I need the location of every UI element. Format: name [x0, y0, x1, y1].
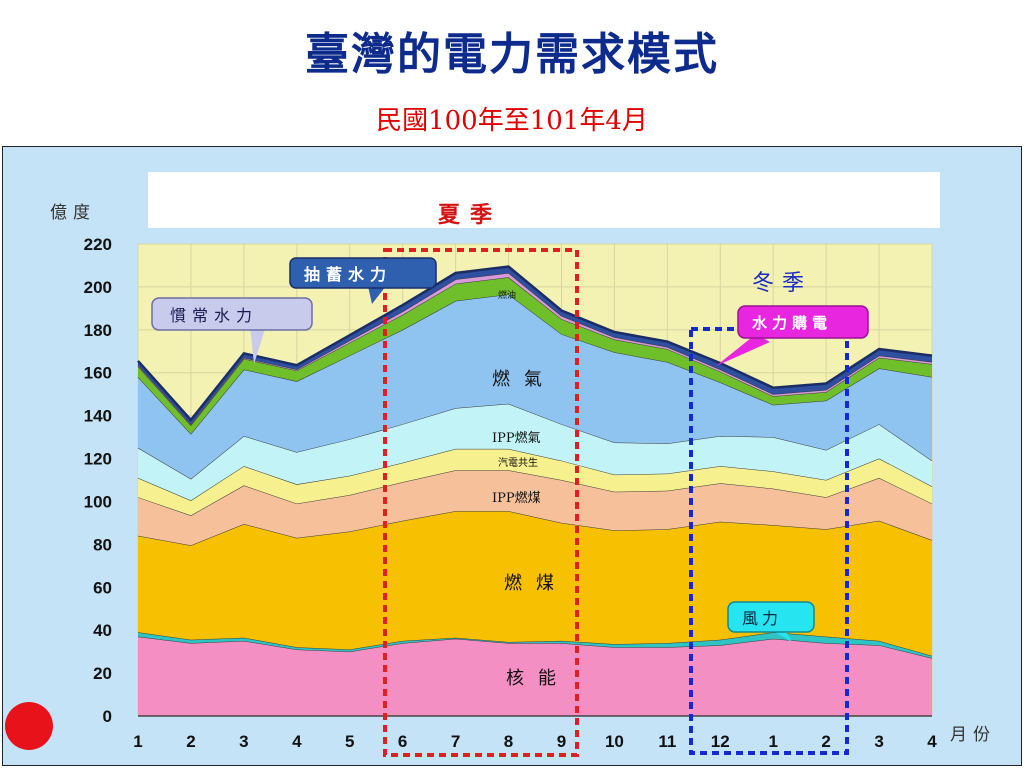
- x-tick-label: 8: [504, 732, 513, 751]
- callout-hydro-purchase: [716, 305, 869, 366]
- y-tick-label: 40: [93, 621, 112, 640]
- x-tick-label: 10: [605, 732, 624, 751]
- callout-label-conventional-hydro: 慣常水力: [170, 306, 258, 325]
- label-nuclear: 核能: [506, 668, 570, 689]
- y-tick-label: 160: [84, 364, 112, 383]
- x-tick-label: 5: [345, 732, 354, 751]
- label-cogeneration: 汽電共生: [498, 456, 538, 469]
- x-tick-label: 3: [874, 732, 883, 751]
- x-tick-label: 4: [292, 732, 302, 751]
- x-tick-label: 9: [557, 732, 566, 751]
- callout-pumped-hydro: [289, 257, 437, 304]
- y-tick-label: 180: [84, 321, 112, 340]
- summer-highlight-box: [383, 248, 579, 757]
- x-axis-title: 月份: [950, 725, 996, 745]
- red-dot-marker: [5, 702, 53, 750]
- area-series-4: [138, 448, 932, 516]
- y-tick-label: 20: [93, 664, 112, 683]
- callout-wind: [727, 601, 815, 642]
- winter-label: 冬季: [752, 271, 812, 296]
- x-tick-label: 2: [821, 732, 830, 751]
- chart-header-band: [148, 172, 940, 228]
- callout-label-hydro-purchase: 水力購電: [752, 314, 832, 332]
- y-tick-label: 120: [84, 450, 112, 469]
- series-line-9: [137, 265, 933, 422]
- x-tick-label: 6: [398, 732, 407, 751]
- callout-label-wind: 風力: [742, 609, 782, 628]
- summer-label: 夏季: [438, 202, 502, 228]
- x-tick-label: 11: [658, 732, 676, 751]
- x-tick-label: 12: [711, 732, 730, 751]
- y-tick-label: 220: [84, 235, 112, 254]
- x-tick-label: 2: [186, 732, 195, 751]
- x-tick-label: 3: [239, 732, 248, 751]
- label-oil: 燃油: [498, 289, 516, 301]
- y-tick-label: 80: [93, 535, 112, 554]
- label-ipp-gas: IPP燃氣: [492, 430, 541, 446]
- y-tick-label: 100: [84, 492, 112, 511]
- y-tick-label: 200: [84, 278, 112, 297]
- x-tick-label: 7: [451, 732, 460, 751]
- callout-conventional-hydro: [151, 297, 313, 364]
- series-line-7: [137, 276, 933, 427]
- callout-label-pumped-hydro: 抽蓄水力: [304, 265, 392, 284]
- area-series-6: [138, 294, 932, 479]
- y-tick-label: 140: [84, 407, 112, 426]
- area-series-0: [138, 636, 932, 716]
- x-tick-label: 1: [768, 732, 777, 751]
- area-series-5: [138, 403, 932, 501]
- x-tick-label: 1: [133, 732, 142, 751]
- label-ipp-coal: IPP燃煤: [492, 490, 541, 506]
- x-tick-label: 4: [927, 732, 937, 751]
- area-series-3: [138, 470, 932, 546]
- y-tick-label: 60: [93, 578, 112, 597]
- y-tick-label: 0: [103, 707, 112, 726]
- label-coal: 燃煤: [504, 573, 568, 594]
- slide-subtitle: 民國100年至101年4月: [376, 106, 648, 136]
- area-series-1: [138, 632, 932, 659]
- area-series-7: [138, 277, 932, 434]
- y-axis-title: 億度: [50, 203, 96, 223]
- label-gas: 燃氣: [492, 369, 556, 390]
- slide-title: 臺灣的電力需求模式: [305, 29, 719, 80]
